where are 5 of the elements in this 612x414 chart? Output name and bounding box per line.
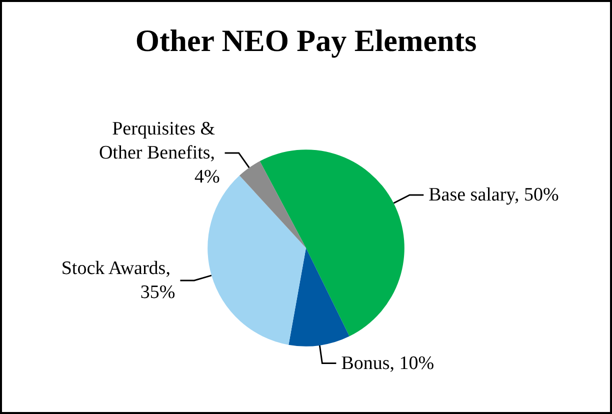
slice-label: Base salary, 50% xyxy=(428,184,559,206)
slice-label: Perquisites & Other Benefits, 4% xyxy=(98,118,220,188)
slice-label: Bonus, 10% xyxy=(341,352,434,374)
chart-title: Other NEO Pay Elements xyxy=(135,23,477,58)
slice-label: Stock Awards, 35% xyxy=(61,258,176,303)
